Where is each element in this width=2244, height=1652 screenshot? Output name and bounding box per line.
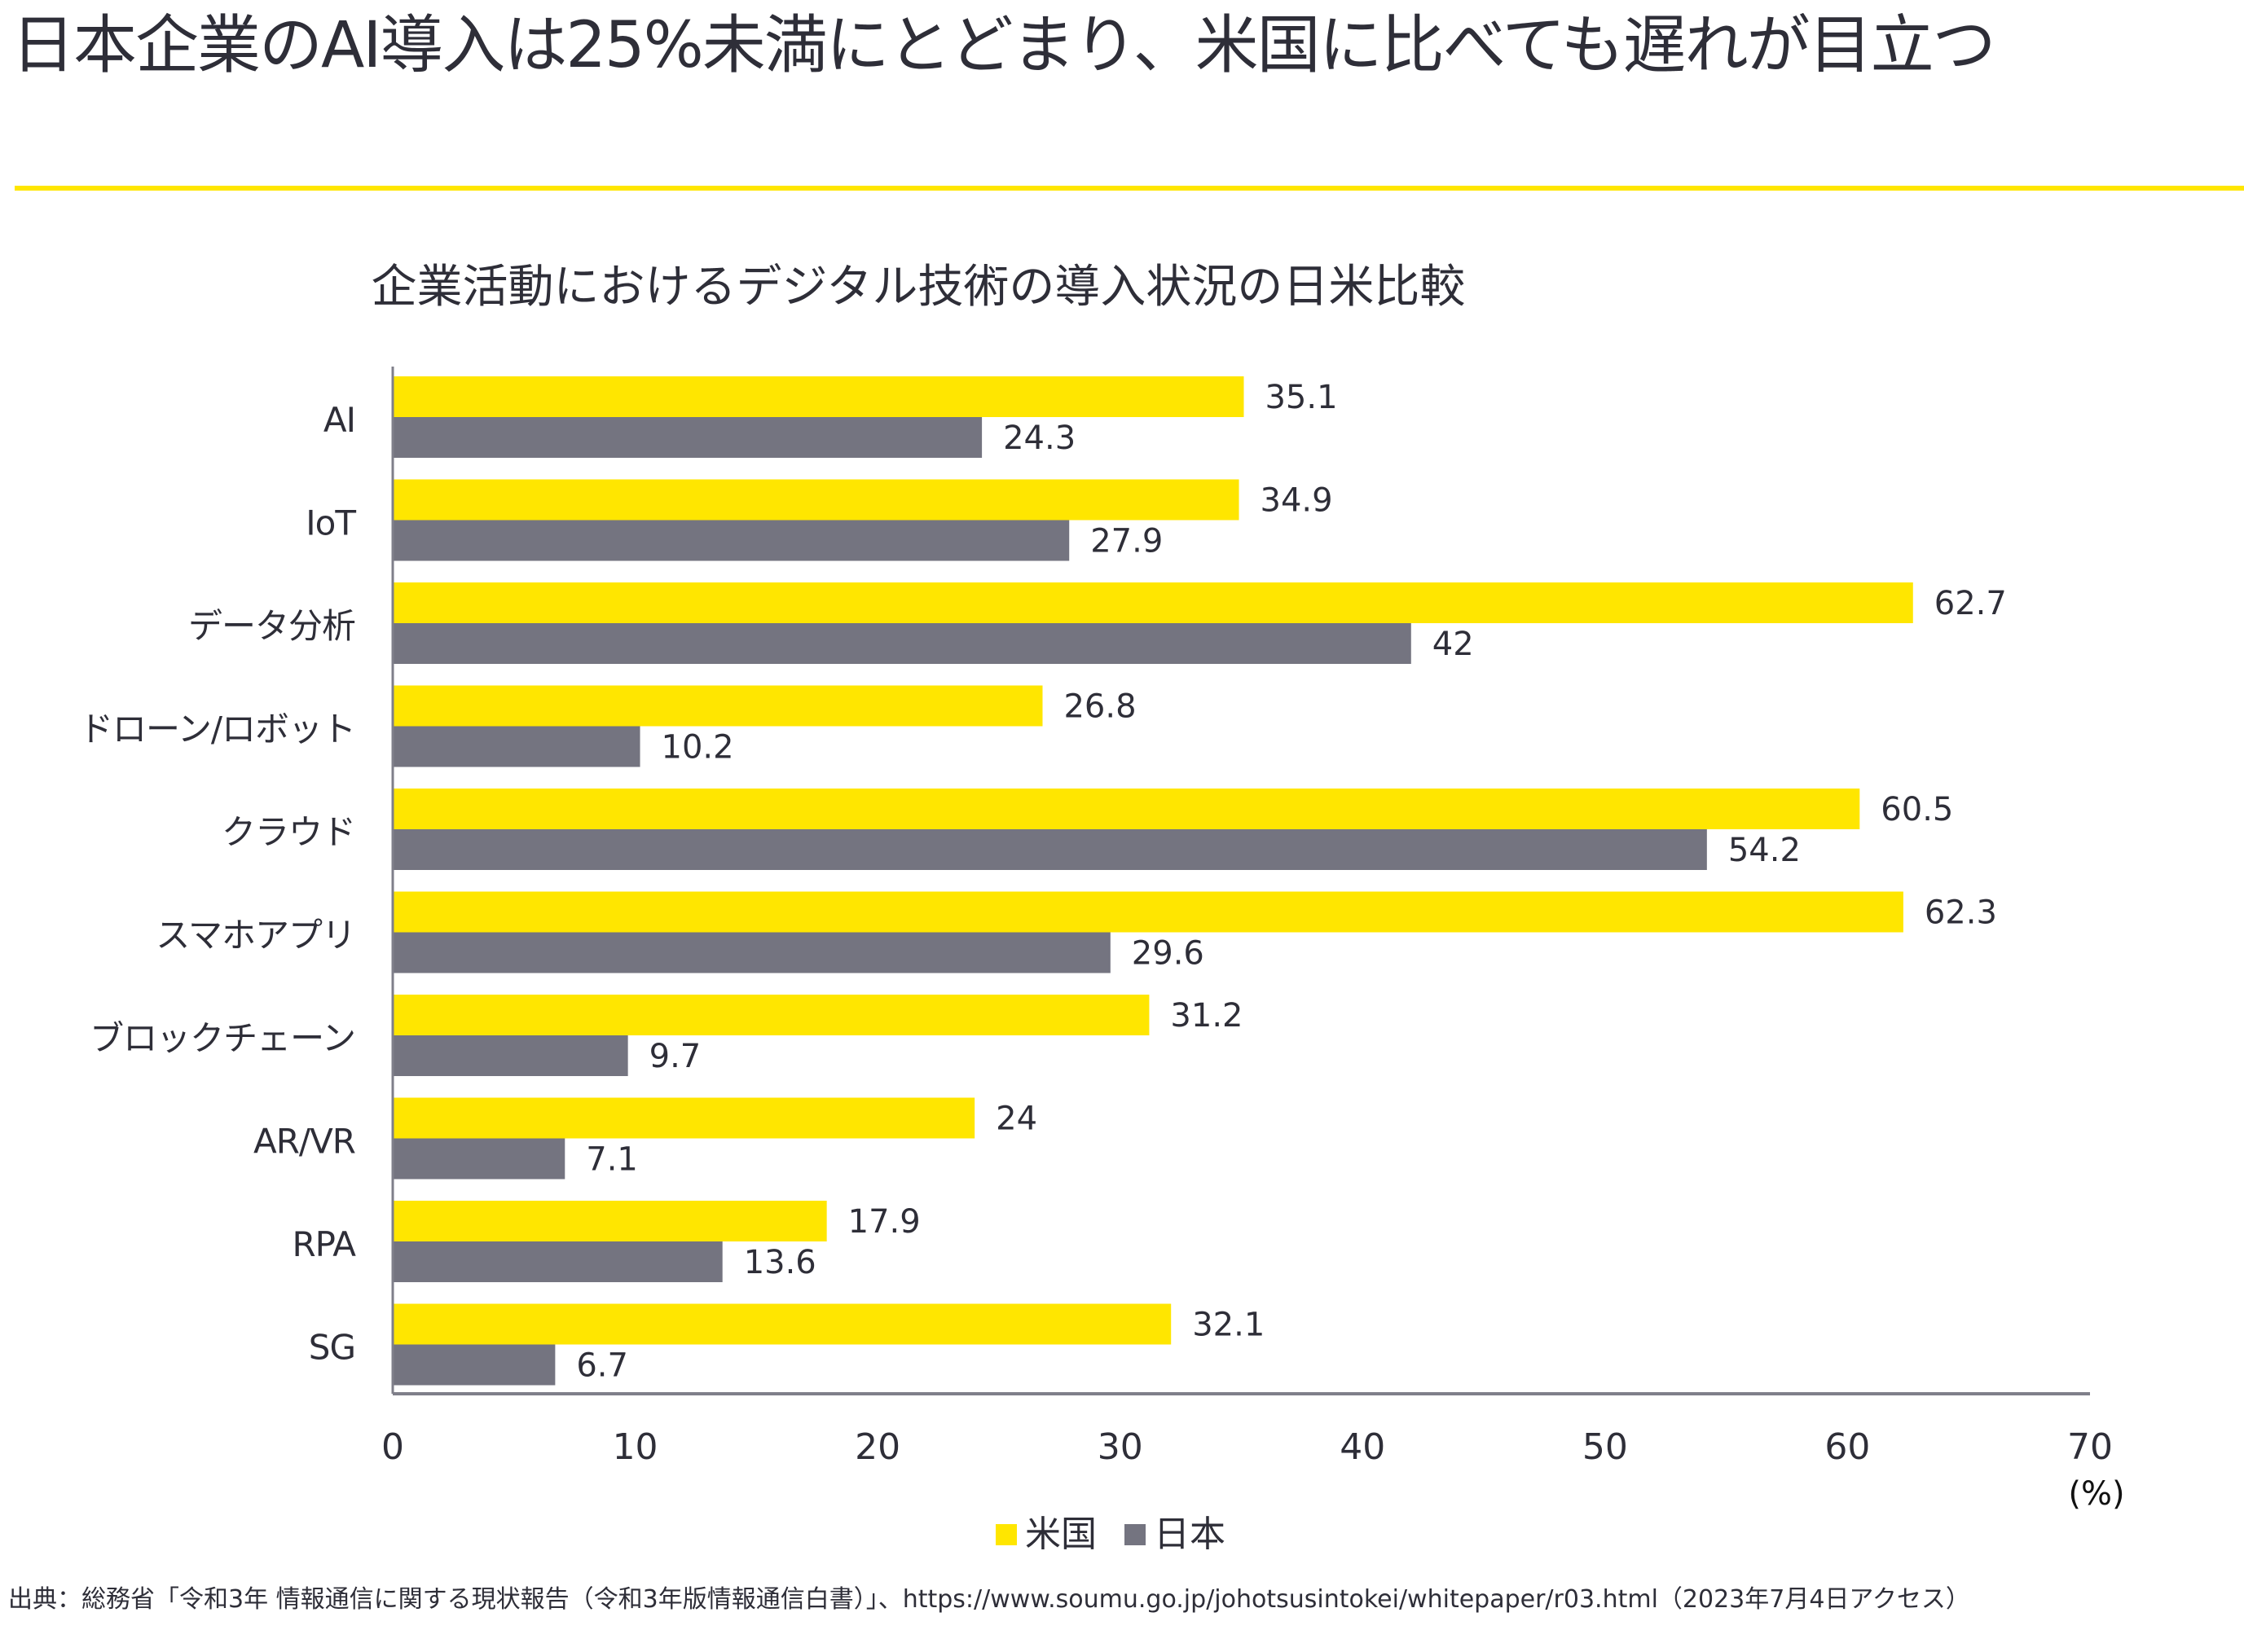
bar-japan [393, 1241, 723, 1282]
data-label-japan: 24.3 [1003, 420, 1076, 457]
data-label-us: 34.9 [1261, 482, 1333, 520]
legend-swatch-us [996, 1524, 1017, 1545]
bar-us [393, 376, 1244, 417]
data-label-us: 62.3 [1925, 894, 1997, 932]
data-label-japan: 27.9 [1090, 523, 1163, 560]
category-label: データ分析 [188, 606, 355, 646]
bar-japan [393, 520, 1070, 561]
bar-us [393, 685, 1043, 727]
data-label-japan: 29.6 [1132, 935, 1204, 973]
category-label: RPA [292, 1224, 356, 1264]
category-label: ドローン/ロボット [79, 710, 355, 749]
headline-underline [15, 186, 2244, 191]
category-label: AR/VR [253, 1122, 355, 1162]
data-label-us: 32.1 [1192, 1307, 1265, 1344]
category-label: クラウド [222, 812, 355, 852]
bar-us [393, 1303, 1172, 1345]
legend-item-japan: 日本 [1124, 1512, 1225, 1558]
x-tick-label: 30 [1098, 1426, 1143, 1468]
chart-legend: 米国 日本 [996, 1512, 1253, 1558]
bar-japan [393, 1344, 556, 1386]
bar-us [393, 995, 1150, 1035]
x-tick-label: 40 [1340, 1426, 1385, 1468]
data-label-japan: 6.7 [576, 1347, 628, 1385]
legend-label-us: 米国 [1025, 1514, 1097, 1555]
page-headline: 日本企業のAI導入は25%未満にとどまり、米国に比べても遅れが目立つ [11, 9, 1996, 82]
source-note: 出典：総務省「令和3年 情報通信に関する現状報告（令和3年版情報通信白書）」、h… [8, 1585, 1970, 1614]
data-label-us: 35.1 [1265, 379, 1337, 416]
bar-japan [393, 829, 1707, 870]
data-label-us: 26.8 [1063, 688, 1136, 726]
data-label-japan: 54.2 [1728, 832, 1801, 869]
bar-us [393, 479, 1239, 521]
x-tick-label: 70 [2067, 1426, 2113, 1468]
category-label: スマホアプリ [156, 916, 355, 956]
legend-label-japan: 日本 [1154, 1514, 1225, 1555]
data-label-us: 62.7 [1934, 585, 2007, 622]
bar-us [393, 582, 1913, 623]
bar-us [393, 1097, 975, 1139]
bar-us [393, 1201, 827, 1241]
data-label-japan: 13.6 [744, 1244, 816, 1281]
x-tick-label: 10 [613, 1426, 658, 1468]
x-tick-label: 50 [1582, 1426, 1628, 1468]
data-label-japan: 42 [1432, 626, 1474, 663]
bar-japan [393, 726, 640, 767]
bar-us [393, 789, 1860, 829]
data-label-japan: 9.7 [649, 1038, 702, 1075]
data-label-japan: 7.1 [586, 1141, 638, 1179]
bar-japan [393, 1035, 628, 1076]
x-tick-label: 20 [855, 1426, 900, 1468]
data-label-us: 31.2 [1170, 997, 1243, 1035]
data-label-us: 17.9 [848, 1203, 921, 1241]
bar-japan [393, 417, 983, 458]
data-label-japan: 10.2 [662, 729, 734, 767]
x-tick-label: 0 [381, 1426, 404, 1468]
legend-item-us: 米国 [996, 1512, 1097, 1558]
category-label: ブロックチェーン [90, 1018, 355, 1058]
data-label-us: 24 [996, 1101, 1037, 1138]
category-label: AI [323, 400, 355, 440]
category-label: SG [309, 1328, 355, 1368]
bar-japan [393, 1138, 565, 1180]
x-tick-label: 60 [1824, 1426, 1870, 1468]
bar-japan [393, 932, 1111, 973]
bar-japan [393, 623, 1411, 664]
chart-title: 企業活動におけるデジタル技術の導入状況の日米比較 [371, 261, 1466, 314]
bar-chart: AI 35.1 24.3 IoT 34.9 27.9 データ分析 62.7 42 ドローン/ロボッ… [79, 367, 2125, 1513]
category-label: IoT [306, 503, 356, 543]
data-label-us: 60.5 [1881, 791, 1953, 828]
x-axis-unit-label: (%) [2068, 1475, 2124, 1513]
legend-swatch-japan [1124, 1524, 1146, 1545]
bar-us [393, 891, 1903, 933]
